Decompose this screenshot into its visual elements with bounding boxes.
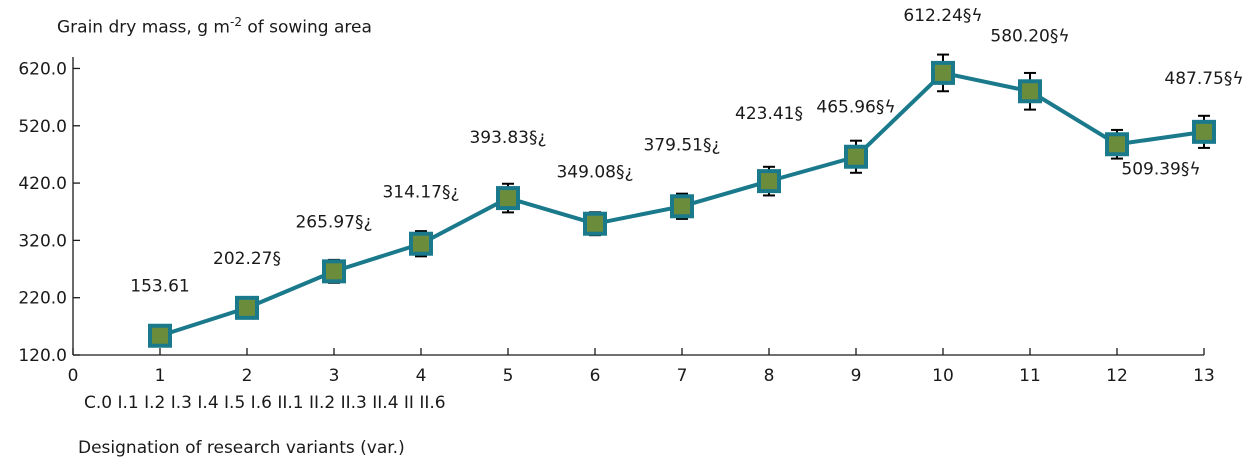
y-tick-label: 120.0 [18, 346, 67, 366]
data-label: 580.20§ϟ [990, 26, 1069, 46]
x-tick-label: 11 [1019, 366, 1041, 386]
data-point-marker [1192, 119, 1216, 144]
x-tick-label: 8 [764, 366, 775, 386]
x-tick-label: 7 [677, 366, 688, 386]
y-tick-label: 420.0 [18, 174, 67, 194]
data-point-marker [670, 194, 694, 219]
x-axis-title: Designation of research variants (var.) [78, 438, 405, 458]
data-point-marker [409, 231, 433, 256]
data-label: 314.17§¿ [382, 183, 459, 203]
variant-codes: C.0 I.1 I.2 I.3 I.4 I.5 I.6 II.1 II.2 II… [84, 393, 446, 413]
y-tick-label: 220.0 [18, 289, 67, 309]
y-tick-label: 520.0 [18, 117, 67, 137]
data-point-marker [1018, 79, 1042, 104]
x-tick-label: 13 [1193, 366, 1215, 386]
data-label: 612.24§ϟ [903, 6, 982, 26]
y-axis-title: Grain dry mass, g m-2 of sowing area [57, 15, 372, 38]
x-tick-label: 9 [851, 366, 862, 386]
x-tick-label: 4 [416, 366, 427, 386]
data-point-marker [148, 323, 172, 348]
data-label: 393.83§¿ [469, 128, 546, 148]
data-point-marker [757, 169, 781, 194]
x-tick-label: 12 [1106, 366, 1128, 386]
data-label: 465.96§ϟ [816, 98, 895, 118]
data-marks [148, 53, 1216, 348]
data-label: 349.08§¿ [556, 163, 633, 183]
data-point-marker [931, 60, 955, 85]
data-point-marker [1105, 132, 1129, 157]
data-labels: 153.61 202.27§ 265.97§¿ 314.17§¿ 393.83§¿ 349… [130, 6, 1243, 297]
data-label: 265.97§¿ [295, 212, 372, 232]
data-label: 153.61 [130, 277, 189, 297]
data-point-marker [583, 211, 607, 236]
y-tick-label: 320.0 [18, 231, 67, 251]
x-tick-label: 5 [503, 366, 514, 386]
x-tick-label: 10 [932, 366, 954, 386]
data-point-marker [496, 186, 520, 211]
x-tick-label: 1 [155, 366, 166, 386]
x-tick-label: 2 [242, 366, 253, 386]
data-point-marker [322, 259, 346, 284]
x-tick-label: 3 [329, 366, 340, 386]
x-tick-label: 6 [590, 366, 601, 386]
data-label: 487.75§ϟ [1164, 69, 1243, 89]
data-point-marker [844, 144, 868, 169]
data-point-marker [235, 295, 259, 320]
x-tick-label: 0 [68, 366, 79, 386]
data-label: 423.41§ [735, 104, 803, 124]
data-label: 379.51§¿ [643, 135, 720, 155]
data-label: 509.39§ϟ [1121, 159, 1200, 179]
y-tick-label: 620.0 [18, 59, 67, 79]
data-label: 202.27§ [213, 249, 281, 269]
